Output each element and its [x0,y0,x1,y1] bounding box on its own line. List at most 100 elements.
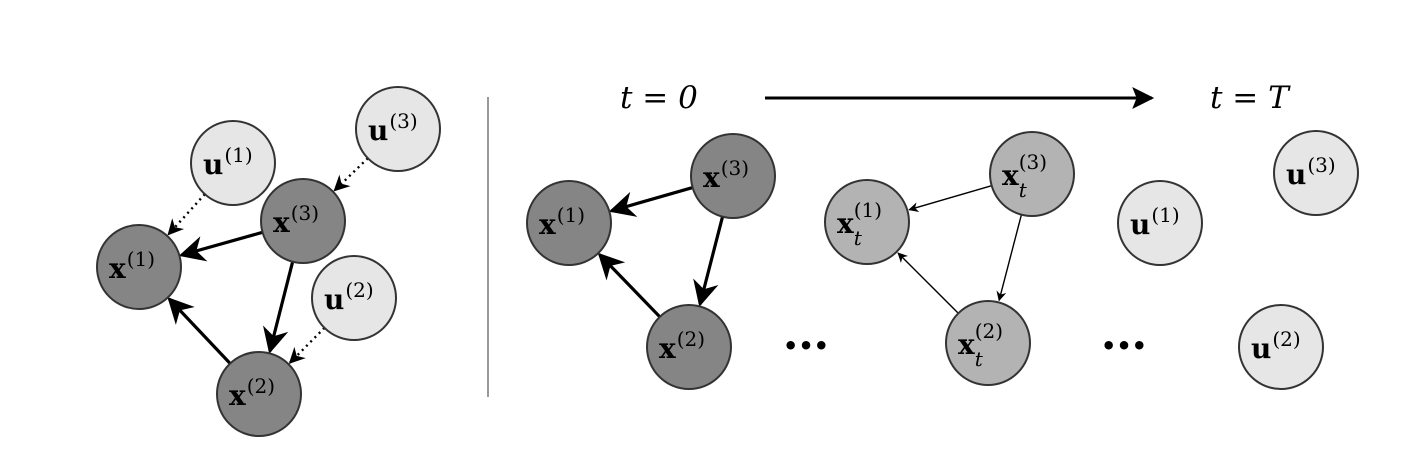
node-label-sup: (2) [247,374,275,398]
node-u-2: u(2) [311,255,397,341]
node-x-3: x(3) [690,133,776,219]
edge-a2-to-a1 [597,252,661,318]
left-panel-nodes: u(1)u(3)u(2)x(1)x(3)x(2) [96,86,441,437]
node-label: x(3) [273,201,319,239]
node-label-sup: (3) [389,109,417,133]
node-label-sub: t [1019,178,1028,202]
node-label: u(3) [1286,153,1336,191]
node-circle [989,131,1075,217]
node-circle [355,86,441,172]
node-label-sup: (3) [721,156,749,180]
node-label-base: x [109,252,126,285]
node-x-1-t: xt (1) [824,179,910,265]
node-u-3: u(3) [355,86,441,172]
node-label: xt (2) [958,319,1003,371]
node-circle [1117,180,1203,266]
ellipsis-left: ••• [783,332,829,360]
node-label-sup: (1) [1151,203,1179,227]
node-label-base: u [1251,332,1271,365]
node-label-sup: (1) [127,247,155,271]
time-start-label: t = 0 [620,80,698,116]
node-x-2: x(2) [646,304,732,390]
node-label-base: u [203,148,223,181]
node-label-sub: t [975,347,984,371]
node-circle [646,304,732,390]
edge-b3-to-b2 [996,214,1023,302]
node-label-base: x [1002,159,1019,192]
node-circle [311,255,397,341]
node-label: u(2) [1251,327,1301,365]
node-label-base: u [324,283,344,316]
node-label: x(1) [539,203,585,241]
node-label: x(2) [229,374,275,412]
node-label-sup: (1) [557,203,585,227]
edge-x3-to-x2 [263,261,295,354]
node-circle [190,120,276,206]
edge-a3-to-a2 [693,216,725,307]
node-label-sup: (2) [975,319,1003,343]
node-x-3: x(3) [260,178,346,264]
time-end-label: t = T [1210,80,1291,116]
left-panel-edges [167,157,369,365]
node-label: u(2) [324,278,374,316]
node-label-base: x [703,161,720,194]
node-circle [824,179,910,265]
node-label: xt (1) [837,198,882,250]
time-axis: t = 0 t = T [620,80,1291,116]
node-u-2: u(2) [1238,304,1324,390]
node-label: u(3) [368,109,418,147]
node-label-base: x [229,379,246,412]
node-label-sup: (2) [345,278,373,302]
node-x-1: x(1) [526,180,612,266]
ellipsis-right: ••• [1101,332,1147,360]
edge-u3-to-x3 [333,157,369,192]
node-x-3-t: xt (3) [989,131,1075,217]
node-label-base: u [368,114,388,147]
edge-b2-to-b1 [897,252,959,314]
node-label-base: x [273,206,290,239]
node-circle [96,224,182,310]
node-label: x(1) [109,247,155,285]
node-label-sup: (2) [677,327,705,351]
node-x-2: x(2) [216,351,302,437]
node-label-base: u [1130,208,1150,241]
right-panel-edges [597,185,1023,318]
node-label-sup: (3) [1019,150,1047,174]
node-x-1: x(1) [96,224,182,310]
node-u-1: u(1) [190,120,276,206]
node-circle [216,351,302,437]
node-circle [526,180,612,266]
node-label-sup: (1) [854,198,882,222]
node-label-base: x [958,328,975,361]
node-label: x(3) [703,156,749,194]
node-circle [260,178,346,264]
node-u-3: u(3) [1273,130,1359,216]
node-label: xt (3) [1002,150,1047,202]
edge-b3-to-b1 [908,185,992,212]
node-label-sub: t [854,226,863,250]
node-circle [1273,130,1359,216]
node-x-2-t: xt (2) [945,300,1031,386]
right-panel-nodes: x(3)x(1)x(2)xt(3)xt(1)xt(2)u(3)u(1)u(2) [526,130,1359,390]
node-circle [690,133,776,219]
node-circle [945,300,1031,386]
edge-x3-to-x1 [178,230,263,262]
node-label-base: x [659,332,676,365]
node-label-sup: (1) [224,143,252,167]
node-label: u(1) [1130,203,1180,241]
edge-u1-to-x1 [167,193,206,236]
edge-u2-to-x2 [288,327,326,364]
node-label-base: u [1286,158,1306,191]
edge-x2-to-x1 [167,297,232,365]
node-circle [1238,304,1324,390]
node-label: x(2) [659,327,705,365]
node-label-base: x [539,208,556,241]
node-label-sup: (2) [1272,327,1300,351]
node-label-sup: (3) [291,201,319,225]
node-u-1: u(1) [1117,180,1203,266]
node-label-base: x [837,207,854,240]
node-label: u(1) [203,143,253,181]
edge-a3-to-a1 [608,186,694,217]
node-label-sup: (3) [1307,153,1335,177]
